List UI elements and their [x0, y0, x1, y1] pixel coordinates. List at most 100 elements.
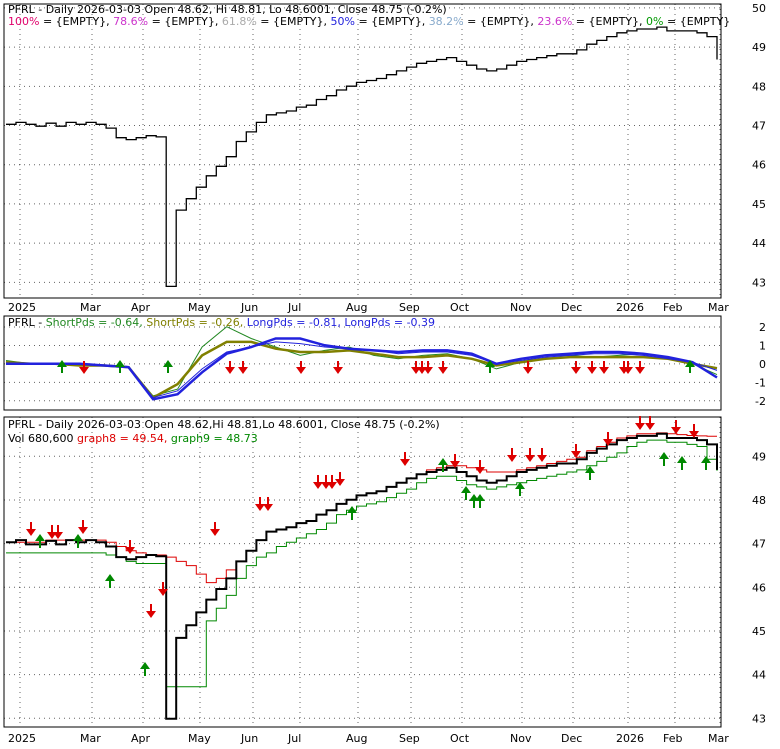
- indicator-legend: PFRL - ShortPds = -0.64, ShortPds = -0.2…: [8, 316, 435, 329]
- xtick-label-2-9: Nov: [510, 732, 532, 745]
- down-arrow-21: [603, 439, 613, 446]
- indicator-arrow-down-10: [423, 367, 433, 374]
- price-line: [6, 26, 718, 288]
- fib-pct-1: 78.6%: [113, 15, 148, 28]
- down-arrow-9: [263, 504, 273, 511]
- xtick-label-0-2: Apr: [131, 301, 151, 314]
- graph8-legend: graph8 = 49.54,: [77, 432, 171, 445]
- indicator-arrow-up-12: [485, 360, 495, 367]
- xtick-label-2-5: Jul: [287, 732, 301, 745]
- xtick-label-0-10: Dec: [561, 301, 582, 314]
- up-arrow-3: [140, 662, 150, 669]
- ytick-label-0-7: 50: [752, 2, 766, 15]
- indicator-arrow-down-11: [438, 367, 448, 374]
- up-arrow-4: [347, 506, 357, 513]
- xtick-label-2-7: Sep: [399, 732, 420, 745]
- ytick-label-2-0: 43: [752, 712, 766, 725]
- xtick-label-0-4: Jun: [240, 301, 258, 314]
- indicator-arrow-up-0: [57, 360, 67, 367]
- fib-pct-6: 0%: [646, 15, 663, 28]
- ytick-label-2-1: 44: [752, 669, 766, 682]
- xtick-label-2-2: Apr: [131, 732, 151, 745]
- price-panel-frame: [3, 3, 722, 299]
- xtick-label-2-10: Dec: [561, 732, 582, 745]
- down-arrow-24: [671, 427, 681, 434]
- pds-item-2: LongPds = -0.81,: [247, 316, 345, 329]
- ytick-label-1-3: 1: [759, 339, 766, 352]
- xtick-label-2-4: Jun: [240, 732, 258, 745]
- price-panel-title: PFRL - Daily 2026-03-03 Open 48.62, Hi 4…: [8, 3, 447, 16]
- ytick-label-1-0: -2: [755, 395, 766, 408]
- down-arrow-15: [450, 461, 460, 468]
- xtick-label-2-1: Mar: [80, 732, 101, 745]
- up-arrow-9: [515, 482, 525, 489]
- xtick-label-2-12: Feb: [663, 732, 682, 745]
- down-arrow-12: [327, 482, 337, 489]
- xtick-label-0-11: 2026: [616, 301, 644, 314]
- graph9-legend: graph9 = 48.73: [171, 432, 258, 445]
- up-arrow-8: [475, 494, 485, 501]
- fib-val-0: = {EMPTY},: [39, 15, 113, 28]
- indicator-arrow-down-5: [238, 367, 248, 374]
- ytick-label-0-4: 47: [752, 120, 766, 133]
- xtick-label-0-0: 2025: [8, 301, 36, 314]
- indicator-arrow-down-7: [333, 367, 343, 374]
- indicator-arrow-down-16: [599, 367, 609, 374]
- up-arrow-2: [105, 574, 115, 581]
- down-arrow-3: [78, 527, 88, 534]
- down-arrow-7: [210, 529, 220, 536]
- xtick-label-2-13: Mar: [708, 732, 729, 745]
- fib-legend: 100% = {EMPTY}, 78.6% = {EMPTY}, 61.8% =…: [8, 15, 730, 28]
- price-line-bottom: [6, 432, 718, 720]
- down-arrow-13: [335, 479, 345, 486]
- down-arrow-4: [125, 547, 135, 554]
- xtick-label-0-9: Nov: [510, 301, 532, 314]
- fib-pct-2: 61.8%: [222, 15, 257, 28]
- fib-pct-0: 100%: [8, 15, 39, 28]
- indicator-arrow-down-18: [623, 367, 633, 374]
- up-arrow-6: [461, 486, 471, 493]
- up-arrow-0: [35, 534, 45, 541]
- bottom-panel-legend: Vol 680,600 graph8 = 49.54, graph9 = 48.…: [8, 432, 258, 445]
- ytick-label-2-2: 45: [752, 625, 766, 638]
- xtick-label-2-8: Oct: [450, 732, 470, 745]
- ytick-label-0-0: 43: [752, 276, 766, 289]
- ytick-label-1-1: -1: [755, 376, 766, 389]
- indicator-arrow-down-19: [635, 367, 645, 374]
- pds-prefix: PFRL -: [8, 316, 46, 329]
- fib-val-2: = {EMPTY},: [257, 15, 331, 28]
- indicator-panel-frame: [3, 315, 722, 411]
- xtick-label-2-3: May: [188, 732, 211, 745]
- down-arrow-2: [53, 532, 63, 539]
- ytick-label-0-6: 49: [752, 41, 766, 54]
- ytick-label-0-3: 46: [752, 159, 766, 172]
- fib-pct-3: 50%: [331, 15, 355, 28]
- down-arrow-22: [635, 423, 645, 430]
- bottom-panel-title: PFRL - Daily 2026-03-03 Open 48.62,Hi 48…: [8, 418, 440, 431]
- down-arrow-6: [158, 589, 168, 596]
- down-arrow-19: [537, 455, 547, 462]
- indicator-arrow-down-1: [79, 367, 89, 374]
- down-arrow-14: [400, 459, 410, 466]
- pds-item-0: ShortPds = -0.64,: [46, 316, 147, 329]
- fib-val-3: = {EMPTY},: [355, 15, 429, 28]
- xtick-label-2-11: 2026: [616, 732, 644, 745]
- xtick-label-0-6: Aug: [346, 301, 367, 314]
- fib-val-4: = {EMPTY},: [464, 15, 538, 28]
- indicator-arrow-up-20: [685, 360, 695, 367]
- volume-label: Vol 680,600: [8, 432, 77, 445]
- xtick-label-0-12: Feb: [663, 301, 682, 314]
- indicator-arrow-down-13: [523, 367, 533, 374]
- xtick-label-0-3: May: [188, 301, 211, 314]
- up-arrow-5: [438, 458, 448, 465]
- down-arrow-5: [146, 611, 156, 618]
- xtick-label-0-7: Sep: [399, 301, 420, 314]
- up-arrow-13: [701, 456, 711, 463]
- down-arrow-23: [645, 423, 655, 430]
- down-arrow-17: [507, 455, 517, 462]
- fib-val-1: = {EMPTY},: [148, 15, 222, 28]
- down-arrow-10: [313, 482, 323, 489]
- fib-pct-4: 38.2%: [429, 15, 464, 28]
- up-arrow-11: [659, 452, 669, 459]
- bottom-panel-frame: [3, 416, 722, 728]
